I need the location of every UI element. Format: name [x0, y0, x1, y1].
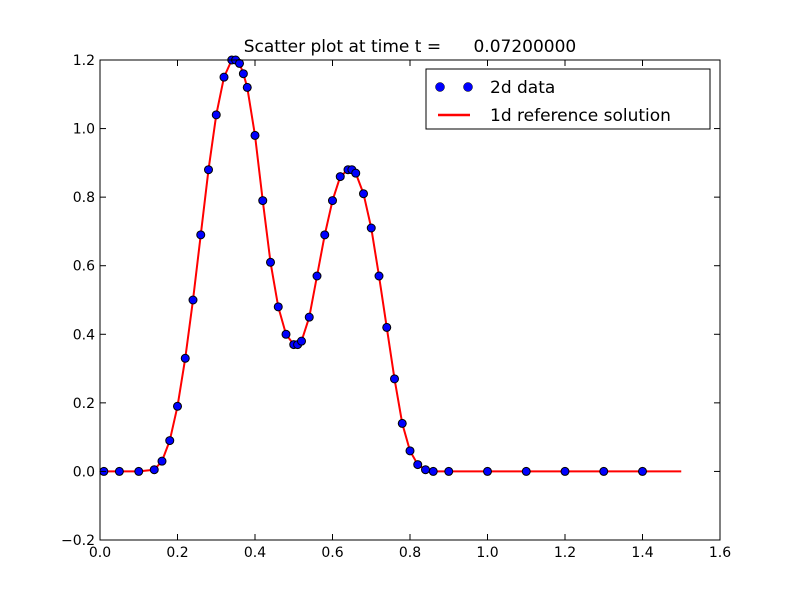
data-point [390, 374, 399, 384]
y-tick-label: 0.2 [73, 396, 95, 412]
data-point [235, 58, 244, 68]
x-tick-label: 1.6 [709, 545, 731, 561]
data-point [204, 165, 213, 175]
x-axis: 0.0 0.2 0.4 0.6 0.8 1.0 1.2 1.4 1.6 [89, 60, 731, 561]
data-point [180, 353, 190, 363]
x-tick-label: 0.0 [89, 545, 111, 561]
data-point [560, 466, 570, 476]
y-tick-label: 0.4 [73, 327, 95, 343]
data-point [599, 466, 609, 476]
data-point [351, 168, 361, 178]
y-tick-label: 0.0 [73, 464, 95, 480]
data-point [405, 446, 415, 456]
y-tick-label: 0.8 [73, 190, 95, 206]
y-tick-label: 1.2 [73, 53, 95, 69]
data-point [335, 172, 345, 182]
data-point [428, 466, 438, 476]
legend-label-2d-data: 2d data [490, 78, 555, 98]
data-point [374, 271, 384, 281]
data-point [165, 436, 175, 446]
data-point [328, 196, 337, 206]
data-point [250, 130, 260, 140]
data-marker-layer [99, 55, 647, 476]
data-point [366, 223, 376, 233]
data-point [382, 322, 392, 332]
x-tick-label: 1.4 [631, 545, 653, 561]
data-point [219, 72, 229, 82]
plot-area [100, 60, 720, 540]
data-point [421, 465, 430, 475]
data-point [258, 196, 268, 206]
x-tick-label: 0.4 [244, 545, 266, 561]
data-point [134, 466, 144, 476]
x-tick-label: 0.8 [399, 545, 421, 561]
legend: 2d data 1d reference solution [425, 68, 711, 130]
data-point [188, 295, 198, 305]
legend-marker-2d-data [435, 82, 445, 92]
data-point [196, 230, 206, 240]
data-point [483, 466, 492, 476]
data-point [173, 401, 182, 411]
legend-label-1d-reference: 1d reference solution [490, 106, 671, 126]
data-point [413, 460, 423, 470]
legend-marker-2d-data [463, 82, 473, 92]
chart-title: Scatter plot at time t = 0.07200000 [244, 37, 577, 57]
data-point [444, 466, 454, 476]
data-point [359, 189, 368, 199]
data-point [242, 82, 252, 92]
legend-box [425, 68, 711, 130]
y-tick-label: −0.2 [61, 533, 95, 549]
data-point [521, 466, 531, 476]
data-point [238, 69, 248, 79]
y-tick-label: 1.0 [73, 122, 95, 138]
data-point [211, 110, 221, 120]
data-point [281, 329, 291, 339]
data-point [312, 271, 322, 281]
data-point [157, 456, 167, 466]
data-point [297, 336, 306, 346]
data-point [397, 418, 407, 428]
data-point [320, 230, 330, 240]
data-point [304, 312, 314, 322]
x-tick-label: 1.0 [476, 545, 498, 561]
x-tick-label: 1.2 [554, 545, 576, 561]
y-axis: −0.2 0.0 0.2 0.4 0.6 0.8 1.0 1.2 [61, 53, 720, 549]
data-point [273, 302, 283, 312]
y-tick-label: 0.6 [73, 259, 95, 275]
data-point [114, 466, 124, 476]
x-tick-label: 0.2 [166, 545, 188, 561]
x-tick-label: 0.6 [321, 545, 343, 561]
data-point [638, 466, 647, 476]
data-point [149, 465, 159, 475]
data-point [266, 257, 275, 267]
